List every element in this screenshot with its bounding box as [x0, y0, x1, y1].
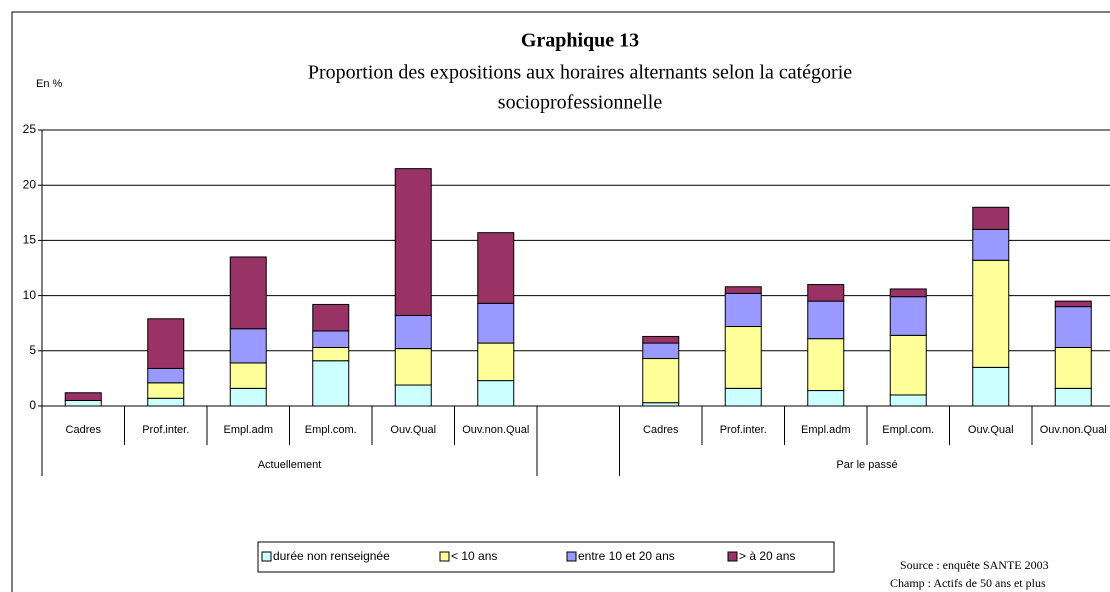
bar-segment — [1054, 300, 1092, 308]
bar-segment — [312, 303, 350, 332]
x-tick-label: Prof.inter. — [720, 424, 767, 436]
x-tick-label: Prof.inter. — [142, 424, 189, 436]
legend-label: durée non renseignée — [273, 549, 390, 563]
legend-label: entre 10 et 20 ans — [578, 549, 675, 563]
bar-segment — [229, 328, 267, 364]
x-tick-label: Ouv.Qual — [390, 424, 436, 436]
x-tick-label: Empl.com. — [882, 424, 934, 436]
bar-segment — [972, 228, 1010, 261]
x-tick-label: Ouv.Qual — [968, 424, 1014, 436]
x-tick-label: Cadres — [66, 424, 102, 436]
legend-label: > à 20 ans — [739, 549, 795, 563]
y-tick-label: 0 — [29, 398, 36, 412]
x-tick-label: Empl.adm — [801, 424, 851, 436]
group-label: Par le passé — [836, 459, 897, 471]
legend-label: < 10 ans — [451, 549, 497, 563]
x-tick-label: Ouv.non.Qual — [462, 424, 529, 436]
x-tick-label: Cadres — [643, 424, 679, 436]
bar-segment — [972, 366, 1010, 407]
bar-segment — [807, 300, 845, 340]
bar-segment — [889, 288, 927, 298]
legend-box — [257, 541, 835, 573]
y-tick-label: 20 — [23, 177, 37, 191]
bar-segment — [477, 302, 515, 344]
bar-segment — [807, 338, 845, 392]
bar-segment — [972, 259, 1010, 368]
bar-segment — [724, 292, 762, 328]
bar-segment — [147, 382, 185, 399]
source-note: Champ : Actifs de 50 ans et plus — [890, 576, 1046, 590]
chart-frame — [11, 11, 1110, 592]
chart-subtitle: Proportion des expositions aux horaires … — [308, 62, 852, 84]
bar-segment — [642, 358, 680, 404]
bar-segment — [147, 318, 185, 369]
source-note: Source : enquête SANTE 2003 — [900, 558, 1049, 572]
bar-segment — [889, 296, 927, 336]
bar-segment — [147, 367, 185, 384]
y-tick-label: 5 — [29, 343, 36, 357]
legend-swatch — [566, 551, 577, 562]
bar-segment — [807, 390, 845, 407]
bar-segment — [147, 397, 185, 407]
y-axis-label: En % — [36, 78, 63, 90]
legend-swatch — [261, 551, 272, 562]
x-tick-label: Empl.adm — [223, 424, 273, 436]
bar-segment — [64, 392, 102, 401]
bar-segment — [394, 314, 432, 350]
bar-segment — [477, 232, 515, 304]
x-tick-label: Empl.com. — [305, 424, 357, 436]
bar-segment — [477, 342, 515, 382]
bar-segment — [972, 206, 1010, 230]
y-tick-label: 15 — [23, 233, 37, 247]
bar-segment — [394, 348, 432, 386]
bar-segment — [312, 346, 350, 362]
bar-segment — [724, 326, 762, 389]
bar-segment — [229, 362, 267, 389]
chart-subtitle: socioprofessionnelle — [498, 92, 663, 114]
legend-swatch — [727, 551, 738, 562]
bar-segment — [807, 284, 845, 302]
bar-segment — [229, 256, 267, 330]
bar-segment — [642, 335, 680, 344]
bar-segment — [394, 168, 432, 316]
chart-title: Graphique 13 — [521, 30, 639, 52]
bar-segment — [642, 342, 680, 360]
bar-segment — [1054, 346, 1092, 389]
y-tick-label: 25 — [23, 122, 37, 136]
bar-segment — [1054, 387, 1092, 407]
bar-segment — [1054, 306, 1092, 348]
bar-segment — [889, 394, 927, 407]
bar-segment — [312, 330, 350, 348]
bar-segment — [724, 286, 762, 294]
bar-segment — [477, 380, 515, 407]
y-tick-label: 10 — [23, 288, 37, 302]
bar-segment — [724, 387, 762, 407]
x-tick-label: Ouv.non.Qual — [1040, 424, 1107, 436]
bar-segment — [312, 360, 350, 407]
group-label: Actuellement — [258, 459, 322, 471]
bar-segment — [889, 334, 927, 396]
legend-swatch — [439, 551, 450, 562]
bar-segment — [394, 384, 432, 407]
bar-segment — [229, 387, 267, 407]
bar-segment — [64, 399, 102, 407]
